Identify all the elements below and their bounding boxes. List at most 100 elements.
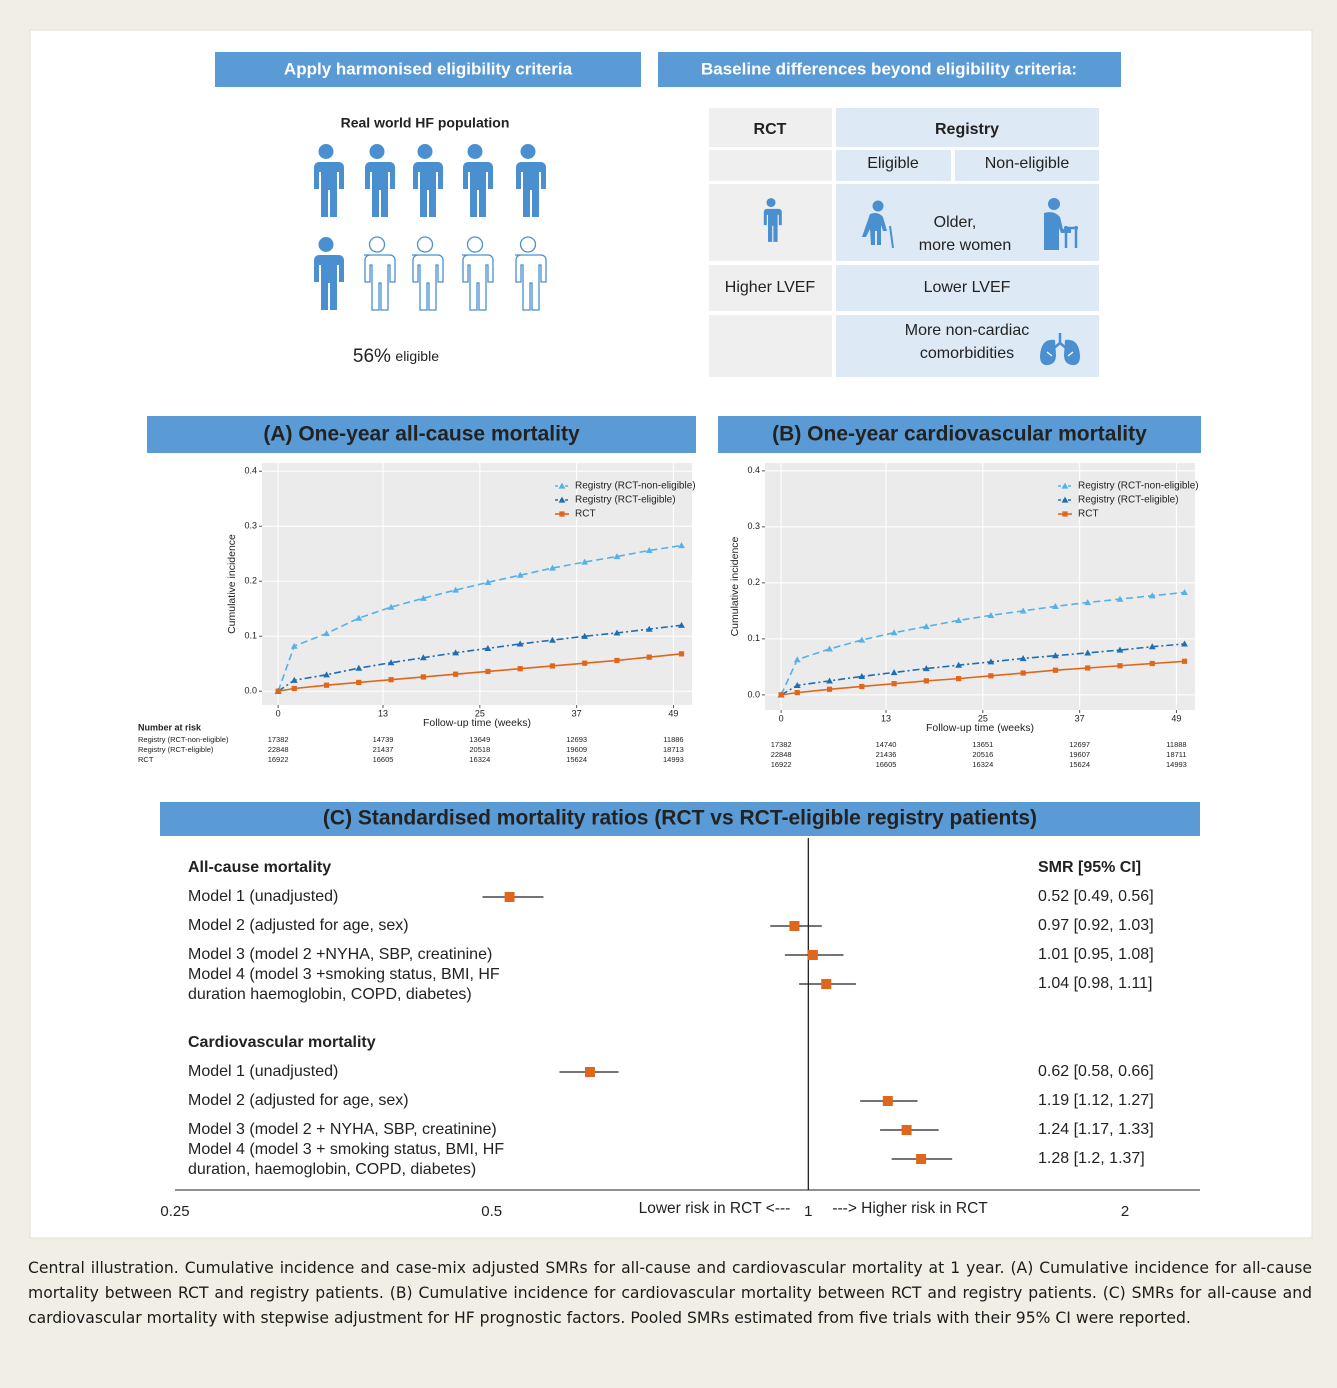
marker bbox=[1181, 658, 1188, 664]
risk-count: 17382 bbox=[771, 740, 792, 749]
x-tick-label: 0 bbox=[779, 713, 784, 723]
marker bbox=[323, 682, 330, 688]
risk-count: 20516 bbox=[972, 750, 993, 759]
marker bbox=[485, 668, 491, 675]
marker bbox=[1116, 595, 1124, 602]
figure: Apply harmonised eligibility criteria Ba… bbox=[29, 29, 1313, 1239]
cell bbox=[709, 108, 832, 147]
marker bbox=[1020, 670, 1026, 676]
row-label: Model 4 (model 3 +smoking status, BMI, H… bbox=[188, 966, 500, 983]
marker bbox=[387, 659, 395, 666]
title-band bbox=[160, 802, 1200, 836]
cell bbox=[836, 150, 951, 181]
series-line bbox=[780, 643, 1185, 696]
marker bbox=[323, 671, 330, 678]
marker bbox=[987, 658, 995, 665]
walker-icon bbox=[1044, 198, 1078, 250]
marker bbox=[678, 621, 685, 628]
legend-label: Registry (RCT-non-eligible) bbox=[1078, 481, 1199, 492]
marker bbox=[613, 553, 621, 560]
legend-marker bbox=[1062, 511, 1068, 517]
value-label: 1.28 [1.2, 1.37] bbox=[1038, 1150, 1145, 1167]
cell bbox=[709, 150, 832, 181]
marker bbox=[484, 644, 492, 651]
subcolumn-header: Eligible bbox=[867, 155, 919, 172]
marker bbox=[453, 671, 459, 677]
estimate-marker bbox=[882, 1096, 893, 1106]
marker bbox=[1052, 652, 1059, 659]
y-tick-label: 0.0 bbox=[244, 686, 257, 696]
marker bbox=[582, 660, 588, 666]
series-line bbox=[277, 544, 682, 692]
marker bbox=[290, 676, 298, 683]
elderly-icon bbox=[862, 200, 894, 249]
legend-marker bbox=[1061, 496, 1069, 503]
estimate-marker bbox=[504, 892, 515, 902]
series-line bbox=[277, 624, 682, 692]
marker bbox=[1149, 660, 1155, 667]
marker bbox=[923, 678, 929, 684]
y-tick-label: 0.1 bbox=[244, 631, 257, 641]
x-axis-title: Follow-up time (weeks) bbox=[926, 722, 1034, 734]
value-label: 0.97 [0.92, 1.03] bbox=[1038, 917, 1154, 934]
risk-count: 11888 bbox=[1166, 740, 1186, 749]
risk-count: 12697 bbox=[1069, 740, 1090, 749]
risk-count: 14740 bbox=[876, 740, 897, 749]
cell-text: comorbidities bbox=[920, 345, 1014, 362]
legend-label: Registry (RCT-eligible) bbox=[575, 495, 676, 506]
marker bbox=[1117, 663, 1123, 669]
value-label: 1.01 [0.95, 1.08] bbox=[1038, 946, 1154, 963]
risk-count: 16605 bbox=[373, 755, 394, 764]
marker bbox=[826, 686, 833, 692]
marker bbox=[1084, 599, 1092, 606]
marker bbox=[859, 683, 865, 690]
y-tick-label: 0.2 bbox=[244, 576, 257, 586]
marker bbox=[1084, 649, 1092, 656]
marker bbox=[826, 645, 833, 652]
estimate-marker bbox=[789, 921, 800, 931]
marker bbox=[420, 674, 426, 680]
group-header: All-cause mortality bbox=[188, 859, 331, 876]
marker bbox=[1052, 667, 1059, 673]
risk-count: 20518 bbox=[469, 745, 490, 754]
x-tick-label: 13 bbox=[881, 713, 891, 723]
value-label: 1.24 [1.17, 1.33] bbox=[1038, 1121, 1154, 1138]
lungs-icon bbox=[1040, 333, 1080, 366]
marker bbox=[1181, 588, 1188, 595]
marker bbox=[678, 542, 685, 549]
share: 56% bbox=[353, 346, 391, 367]
value-label: 1.04 [0.98, 1.11] bbox=[1038, 975, 1152, 992]
marker bbox=[516, 571, 524, 578]
row-label: Model 1 (unadjusted) bbox=[188, 1063, 338, 1080]
cell bbox=[955, 150, 1099, 181]
y-tick-label: 0.4 bbox=[244, 466, 257, 476]
series-line bbox=[781, 660, 1185, 696]
risk-row-name: Registry (RCT-eligible) bbox=[138, 745, 214, 754]
marker bbox=[549, 564, 556, 571]
legend-label: RCT bbox=[575, 509, 596, 520]
value-label: 0.52 [0.49, 0.56] bbox=[1038, 888, 1154, 905]
marker bbox=[517, 666, 523, 672]
risk-count: 18713 bbox=[663, 745, 684, 754]
x-axis-title: Follow-up time (weeks) bbox=[423, 717, 531, 729]
legend-label: Registry (RCT-non-eligible) bbox=[575, 481, 696, 492]
marker bbox=[826, 677, 833, 684]
risk-table-title: Number at risk bbox=[138, 722, 202, 732]
y-tick-label: 0.0 bbox=[747, 689, 760, 699]
share-word: eligible bbox=[395, 348, 439, 364]
row-label: duration, haemoglobin, COPD, diabetes) bbox=[188, 1161, 476, 1178]
marker bbox=[1019, 655, 1027, 662]
marker bbox=[388, 677, 394, 683]
x-tick-label: 13 bbox=[378, 708, 388, 718]
marker bbox=[890, 629, 898, 636]
y-tick-label: 0.3 bbox=[747, 521, 760, 531]
annotation: Lower risk in RCT <--- bbox=[639, 1200, 791, 1217]
title-band bbox=[147, 416, 696, 453]
value-label: 1.19 [1.12, 1.27] bbox=[1038, 1092, 1154, 1109]
column-header: RCT bbox=[754, 121, 787, 138]
marker bbox=[646, 654, 652, 660]
risk-count: 14993 bbox=[1166, 760, 1187, 769]
risk-count: 14993 bbox=[663, 755, 684, 764]
risk-count: 17382 bbox=[268, 735, 289, 744]
marker bbox=[1148, 592, 1156, 599]
